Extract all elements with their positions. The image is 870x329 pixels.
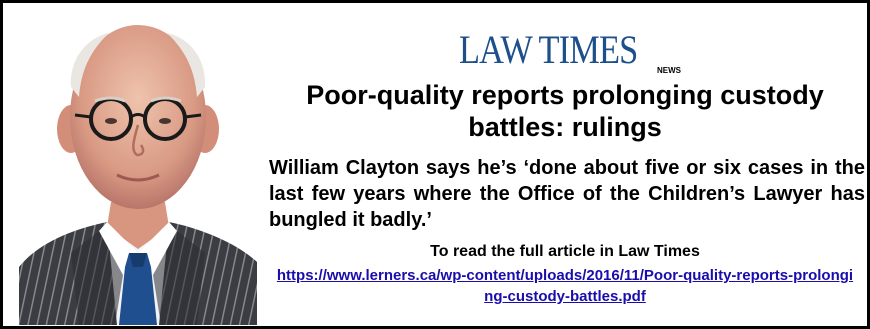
article-quote: William Clayton says he’s ‘done about fi… [269,155,865,233]
masthead: LAW TIMES NEWS [265,25,865,71]
article-headline: Poor-quality reports prolonging custody … [265,79,865,143]
section-label: NEWS [657,66,681,75]
law-times-logo: LAW TIMES [459,29,637,71]
article-content: LAW TIMES NEWS Poor-quality reports prol… [265,25,865,325]
portrait-photo [19,17,257,325]
article-link[interactable]: https://www.lerners.ca/wp-content/upload… [265,265,865,307]
read-more-text: To read the full article in Law Times [265,241,865,262]
portrait-icon [19,17,257,325]
